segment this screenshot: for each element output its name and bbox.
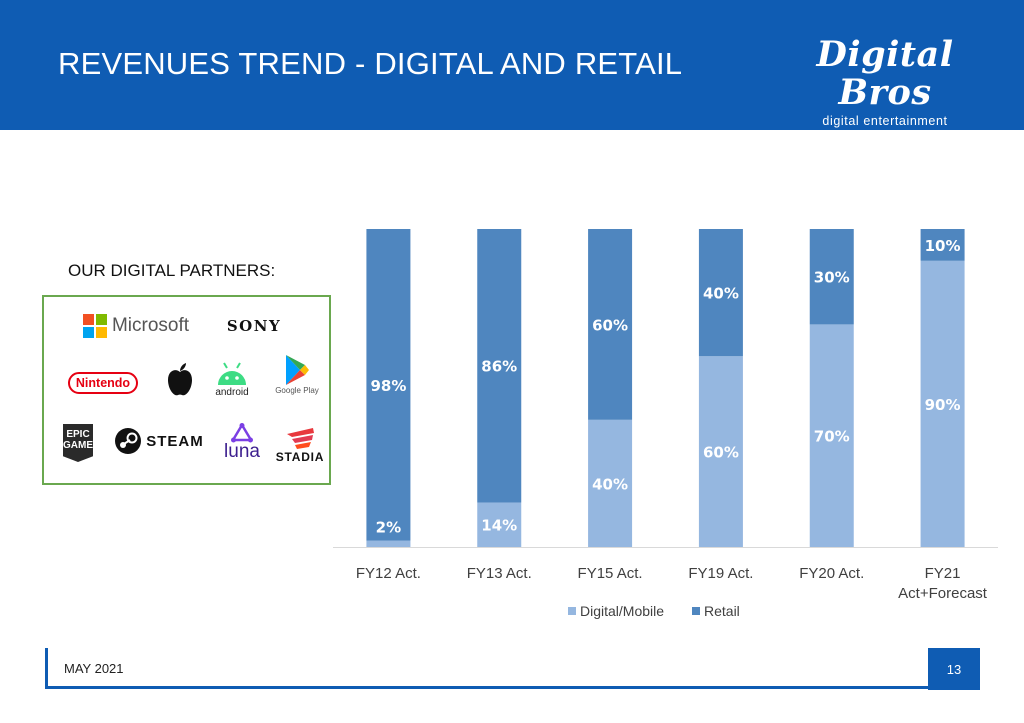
sony-logo: SONY <box>214 315 294 337</box>
epic-label: EPIC GAMES <box>63 429 100 451</box>
partners-logo-box: Microsoft SONY Nintendo android <box>42 295 331 485</box>
android-label: android <box>215 386 249 398</box>
nintendo-label: Nintendo <box>67 372 139 394</box>
sony-label: SONY <box>226 317 282 335</box>
logo-tagline: digital entertainment <box>822 114 948 128</box>
legend-label-retail: Retail <box>704 603 740 619</box>
epic-games-icon: EPIC GAMES <box>63 424 93 462</box>
legend-swatch-retail <box>692 607 700 615</box>
data-label-digital-2: 40% <box>592 475 628 493</box>
x-tick-label-1: FY13 Act. <box>467 565 532 582</box>
bar-digital-5 <box>920 260 965 547</box>
stadia-logo: STADIA <box>272 421 328 467</box>
stadia-label: STADIA <box>275 450 325 464</box>
apple-icon <box>168 363 192 396</box>
bar-digital-3 <box>698 356 743 547</box>
data-label-digital-4: 70% <box>814 428 850 446</box>
data-label-retail-3: 40% <box>703 285 739 303</box>
data-label-retail-4: 30% <box>814 269 850 287</box>
luna-logo: luna <box>216 419 268 465</box>
epic-games-logo: EPIC GAMES <box>58 421 98 465</box>
google-play-logo: Google Play <box>269 347 325 401</box>
data-label-digital-3: 60% <box>703 444 739 462</box>
revenue-stacked-bar-chart: 2% 98% 14% 86% 40% 60% 60% 40% 70% 30% 90% 10% FY12… <box>333 229 998 619</box>
digital-bros-logo: Digital Bros digital entertainment <box>780 34 990 129</box>
bar-digital-2 <box>588 419 633 547</box>
slide-title: REVENUES TREND - DIGITAL AND RETAIL <box>58 46 683 81</box>
x-tick-label-5: Act+Forecast <box>898 585 988 602</box>
nintendo-logo: Nintendo <box>52 369 154 397</box>
bar-retail-3 <box>698 229 743 357</box>
android-icon <box>218 361 246 385</box>
footer-date: MAY 2021 <box>64 661 124 676</box>
data-label-digital-5: 90% <box>925 396 961 414</box>
header-bar: REVENUES TREND - DIGITAL AND RETAIL Digi… <box>0 0 1024 130</box>
microsoft-logo: Microsoft <box>76 313 196 339</box>
steam-logo: STEAM <box>108 425 210 457</box>
x-tick-label-0: FY12 Act. <box>356 565 421 582</box>
google-play-icon <box>286 354 309 385</box>
apple-logo <box>162 359 198 401</box>
bar-digital-0 <box>366 540 411 547</box>
data-label-retail-0: 98% <box>370 377 406 395</box>
bar-retail-0 <box>366 229 411 541</box>
steam-icon <box>115 428 142 454</box>
stadia-icon <box>287 428 314 449</box>
bar-retail-4 <box>809 229 854 325</box>
data-label-retail-1: 86% <box>481 358 517 376</box>
x-tick-label-3: FY19 Act. <box>688 565 753 582</box>
partners-title: OUR DIGITAL PARTNERS: <box>68 261 276 280</box>
microsoft-icon <box>82 314 107 338</box>
bar-digital-4 <box>809 324 854 547</box>
x-tick-label-2: FY15 Act. <box>578 565 643 582</box>
x-tick-label-4: FY20 Act. <box>799 565 864 582</box>
footer-rule <box>45 686 978 689</box>
data-label-retail-2: 60% <box>592 316 628 334</box>
microsoft-label: Microsoft <box>111 315 190 336</box>
logo-wordmark: Digital Bros <box>816 34 954 113</box>
steam-label: STEAM <box>146 432 204 450</box>
data-label-digital-0: 2% <box>376 519 401 537</box>
page-number: 13 <box>928 648 980 690</box>
google-play-label: Google Play <box>275 385 319 395</box>
bar-digital-1 <box>477 502 522 547</box>
data-label-digital-1: 14% <box>481 517 517 535</box>
footer-accent-line <box>45 648 48 689</box>
android-logo: android <box>206 355 258 401</box>
luna-label: luna <box>224 441 260 462</box>
x-tick-label-5: FY21 <box>925 565 961 582</box>
legend-label-digital: Digital/Mobile <box>580 603 664 619</box>
legend-swatch-digital <box>568 607 576 615</box>
bar-retail-2 <box>588 229 633 420</box>
bar-retail-5 <box>920 229 965 261</box>
luna-icon <box>231 423 253 443</box>
bar-retail-1 <box>477 229 522 503</box>
data-label-retail-5: 10% <box>925 237 961 255</box>
